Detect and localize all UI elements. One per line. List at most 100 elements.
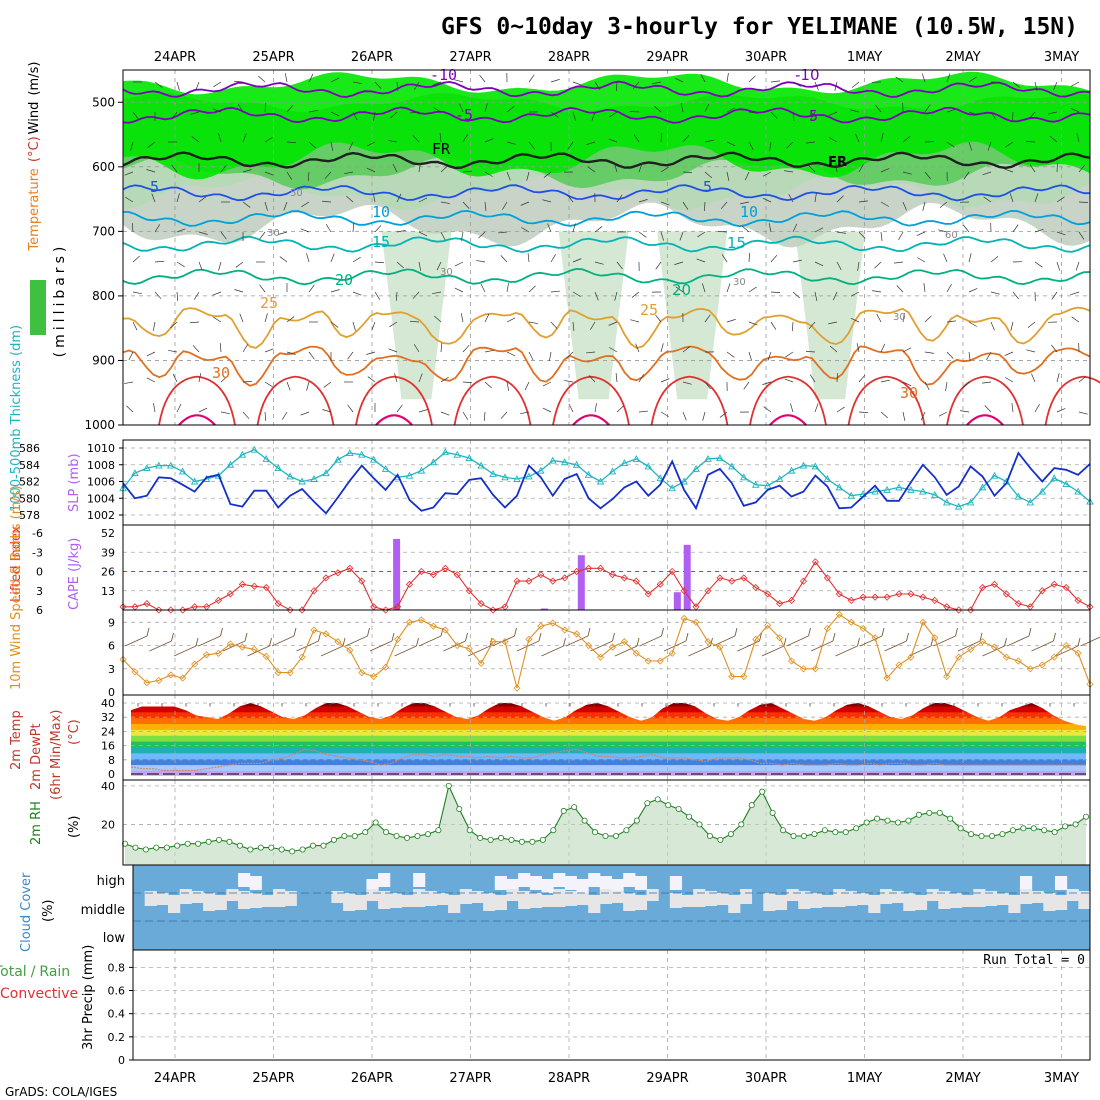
wind-barb	[1056, 373, 1060, 383]
wind-point	[620, 638, 628, 646]
rh2m-point	[999, 831, 1006, 838]
wind-barb	[590, 640, 613, 652]
wind-barb	[394, 645, 417, 657]
wind-barb	[502, 201, 508, 210]
thickness-point	[692, 464, 700, 472]
panel-border	[122, 69, 1091, 426]
thickness-point	[919, 487, 927, 495]
wind-barb	[306, 253, 310, 263]
wind-barb	[258, 75, 266, 83]
wind-barb	[271, 635, 295, 647]
wind-barb	[586, 141, 596, 145]
wind-point	[573, 630, 581, 638]
y-tick-label: 1000	[84, 418, 115, 432]
wind-barb	[550, 290, 560, 293]
rh2m-point	[195, 840, 202, 847]
rh-label: 50	[290, 188, 303, 199]
wind-barb	[726, 351, 735, 358]
wind-barb	[682, 171, 693, 173]
rh2m-point	[278, 846, 285, 853]
cloud-mid-cell	[833, 889, 846, 907]
thickness-point	[954, 502, 963, 510]
thickness-point	[584, 470, 593, 478]
temp-color-band	[131, 752, 1086, 760]
cloud-mid-cell	[553, 889, 566, 907]
li-point	[835, 590, 843, 598]
li-point	[668, 567, 676, 576]
wind-barb	[990, 291, 1000, 295]
wind-barb	[572, 321, 575, 331]
wind-barb	[521, 227, 530, 233]
wind-point	[823, 624, 831, 633]
li-point	[596, 564, 605, 572]
rh2m-point	[863, 819, 870, 826]
cloud-mid-cell	[144, 891, 157, 906]
wind-barb	[761, 645, 785, 657]
right-tick-label: 13	[101, 585, 115, 598]
wind-barb	[615, 373, 618, 383]
rh2m-point	[174, 842, 181, 849]
temperature-contour	[552, 375, 630, 426]
wind-barb	[655, 314, 662, 323]
wind-barb	[176, 193, 180, 203]
x-tick-label-bottom: 25APR	[252, 1071, 294, 1086]
cloud-high-cell	[249, 876, 262, 890]
wind-barb	[520, 201, 530, 206]
rh2m-point	[602, 833, 609, 840]
thickness-point	[751, 480, 760, 488]
wind-point	[955, 653, 963, 661]
cloud-high-cell	[518, 873, 531, 887]
wind-barb	[721, 254, 728, 263]
wind-barb	[876, 313, 882, 323]
cloud-mid-cell	[494, 895, 507, 910]
y-tick-label: 9	[108, 616, 115, 629]
temperature-contour	[749, 375, 827, 426]
thickness-point	[346, 449, 354, 456]
wind-barb	[462, 201, 470, 209]
wind-barb	[880, 379, 890, 383]
thickness-point	[560, 458, 569, 466]
thickness-point	[226, 460, 235, 468]
wind-barb	[132, 111, 139, 120]
wind-barb	[506, 381, 510, 391]
wind-barb	[1004, 168, 1014, 173]
wind-barb	[462, 381, 472, 384]
cloud-mid-cell	[1078, 891, 1091, 909]
wind-barb	[960, 410, 970, 413]
wind-point	[871, 634, 879, 642]
wind-barb	[635, 343, 640, 353]
temperature-contour	[847, 375, 926, 426]
cloud-mid-cell	[541, 895, 554, 907]
wind-barb	[809, 374, 816, 383]
right-tick-label: 1006	[87, 476, 115, 489]
thickness-point	[931, 490, 939, 498]
wind-barb	[191, 136, 200, 143]
wind-barb	[1056, 408, 1066, 413]
li-point	[799, 577, 808, 585]
wind-barb	[748, 321, 758, 326]
wind-barb	[514, 627, 517, 637]
x-tick-label-top: 3MAY	[1044, 50, 1079, 65]
wind-barb	[880, 201, 889, 207]
thickness-point	[1026, 498, 1035, 506]
cloud-mid-cell	[564, 891, 577, 906]
contour-label: -10	[795, 66, 820, 84]
wind-barb	[726, 73, 729, 83]
wind-barb	[528, 285, 536, 293]
wind-barb	[682, 134, 690, 143]
thickness-point	[1074, 487, 1082, 495]
wind-barb	[836, 406, 845, 413]
thickness-point	[537, 466, 545, 474]
wind-barb	[1076, 133, 1080, 143]
wind-barb	[1005, 141, 1014, 148]
wind-barb	[146, 169, 156, 173]
cloud-mid-cell	[448, 895, 461, 913]
wind-barb	[542, 407, 552, 413]
wind-barb	[550, 254, 556, 263]
wind-barb	[176, 81, 180, 91]
ylabel-part: (°C)	[27, 136, 42, 166]
li-point	[489, 606, 497, 614]
wind-point	[1026, 665, 1034, 673]
thickness-point	[632, 454, 641, 462]
